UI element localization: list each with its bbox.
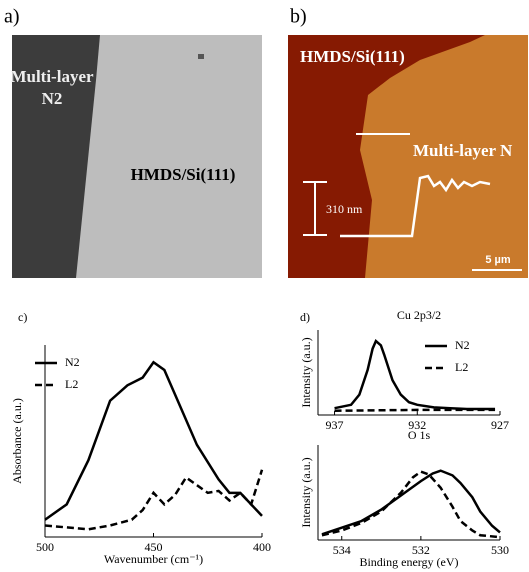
- x-axis-label: Wavenumber (cm⁻¹): [104, 552, 203, 566]
- x-tick-label: 937: [326, 418, 344, 432]
- data-line: [45, 470, 262, 530]
- panel-label: b): [290, 6, 307, 28]
- x-tick-label: 927: [491, 418, 509, 432]
- y-axis-label: Intensity (a.u.): [299, 337, 313, 407]
- data-line: [322, 471, 500, 535]
- chart-title: Cu 2p3/2: [397, 308, 441, 322]
- region-label: HMDS/Si(111): [131, 165, 236, 184]
- x-tick-label: 500: [36, 540, 54, 554]
- panel-label: c): [18, 310, 27, 324]
- x-tick-label: 534: [333, 543, 351, 557]
- region-label: HMDS/Si(111): [300, 47, 405, 66]
- y-axis-label: Absorbance (a.u.): [10, 398, 24, 484]
- x-tick-label: 530: [491, 543, 509, 557]
- scale-label: 5 µm: [485, 254, 511, 266]
- figure: a) Multi-layer N2 HMDS/Si(111) b) HMDS/S…: [0, 0, 529, 572]
- region-label: Multi-layer: [10, 67, 94, 86]
- chart-title: O 1s: [408, 428, 431, 442]
- legend-label: N2: [65, 355, 80, 369]
- data-line: [322, 472, 500, 538]
- region-label: Multi-layer N: [413, 141, 513, 160]
- data-line: [335, 341, 495, 409]
- data-line: [335, 410, 495, 411]
- x-tick-label: 400: [253, 540, 271, 554]
- panel-label: a): [4, 6, 20, 28]
- y-axis-label: Intensity (a.u.): [299, 457, 313, 527]
- panel-label: d): [300, 310, 310, 324]
- legend-label: L2: [455, 360, 468, 374]
- legend-label: N2: [455, 338, 470, 352]
- particle: [198, 54, 204, 59]
- region-label: N2: [42, 89, 63, 108]
- legend-label: L2: [65, 377, 78, 391]
- height-label: 310 nm: [326, 202, 363, 216]
- x-axis-label: Binding energy (eV): [359, 555, 458, 569]
